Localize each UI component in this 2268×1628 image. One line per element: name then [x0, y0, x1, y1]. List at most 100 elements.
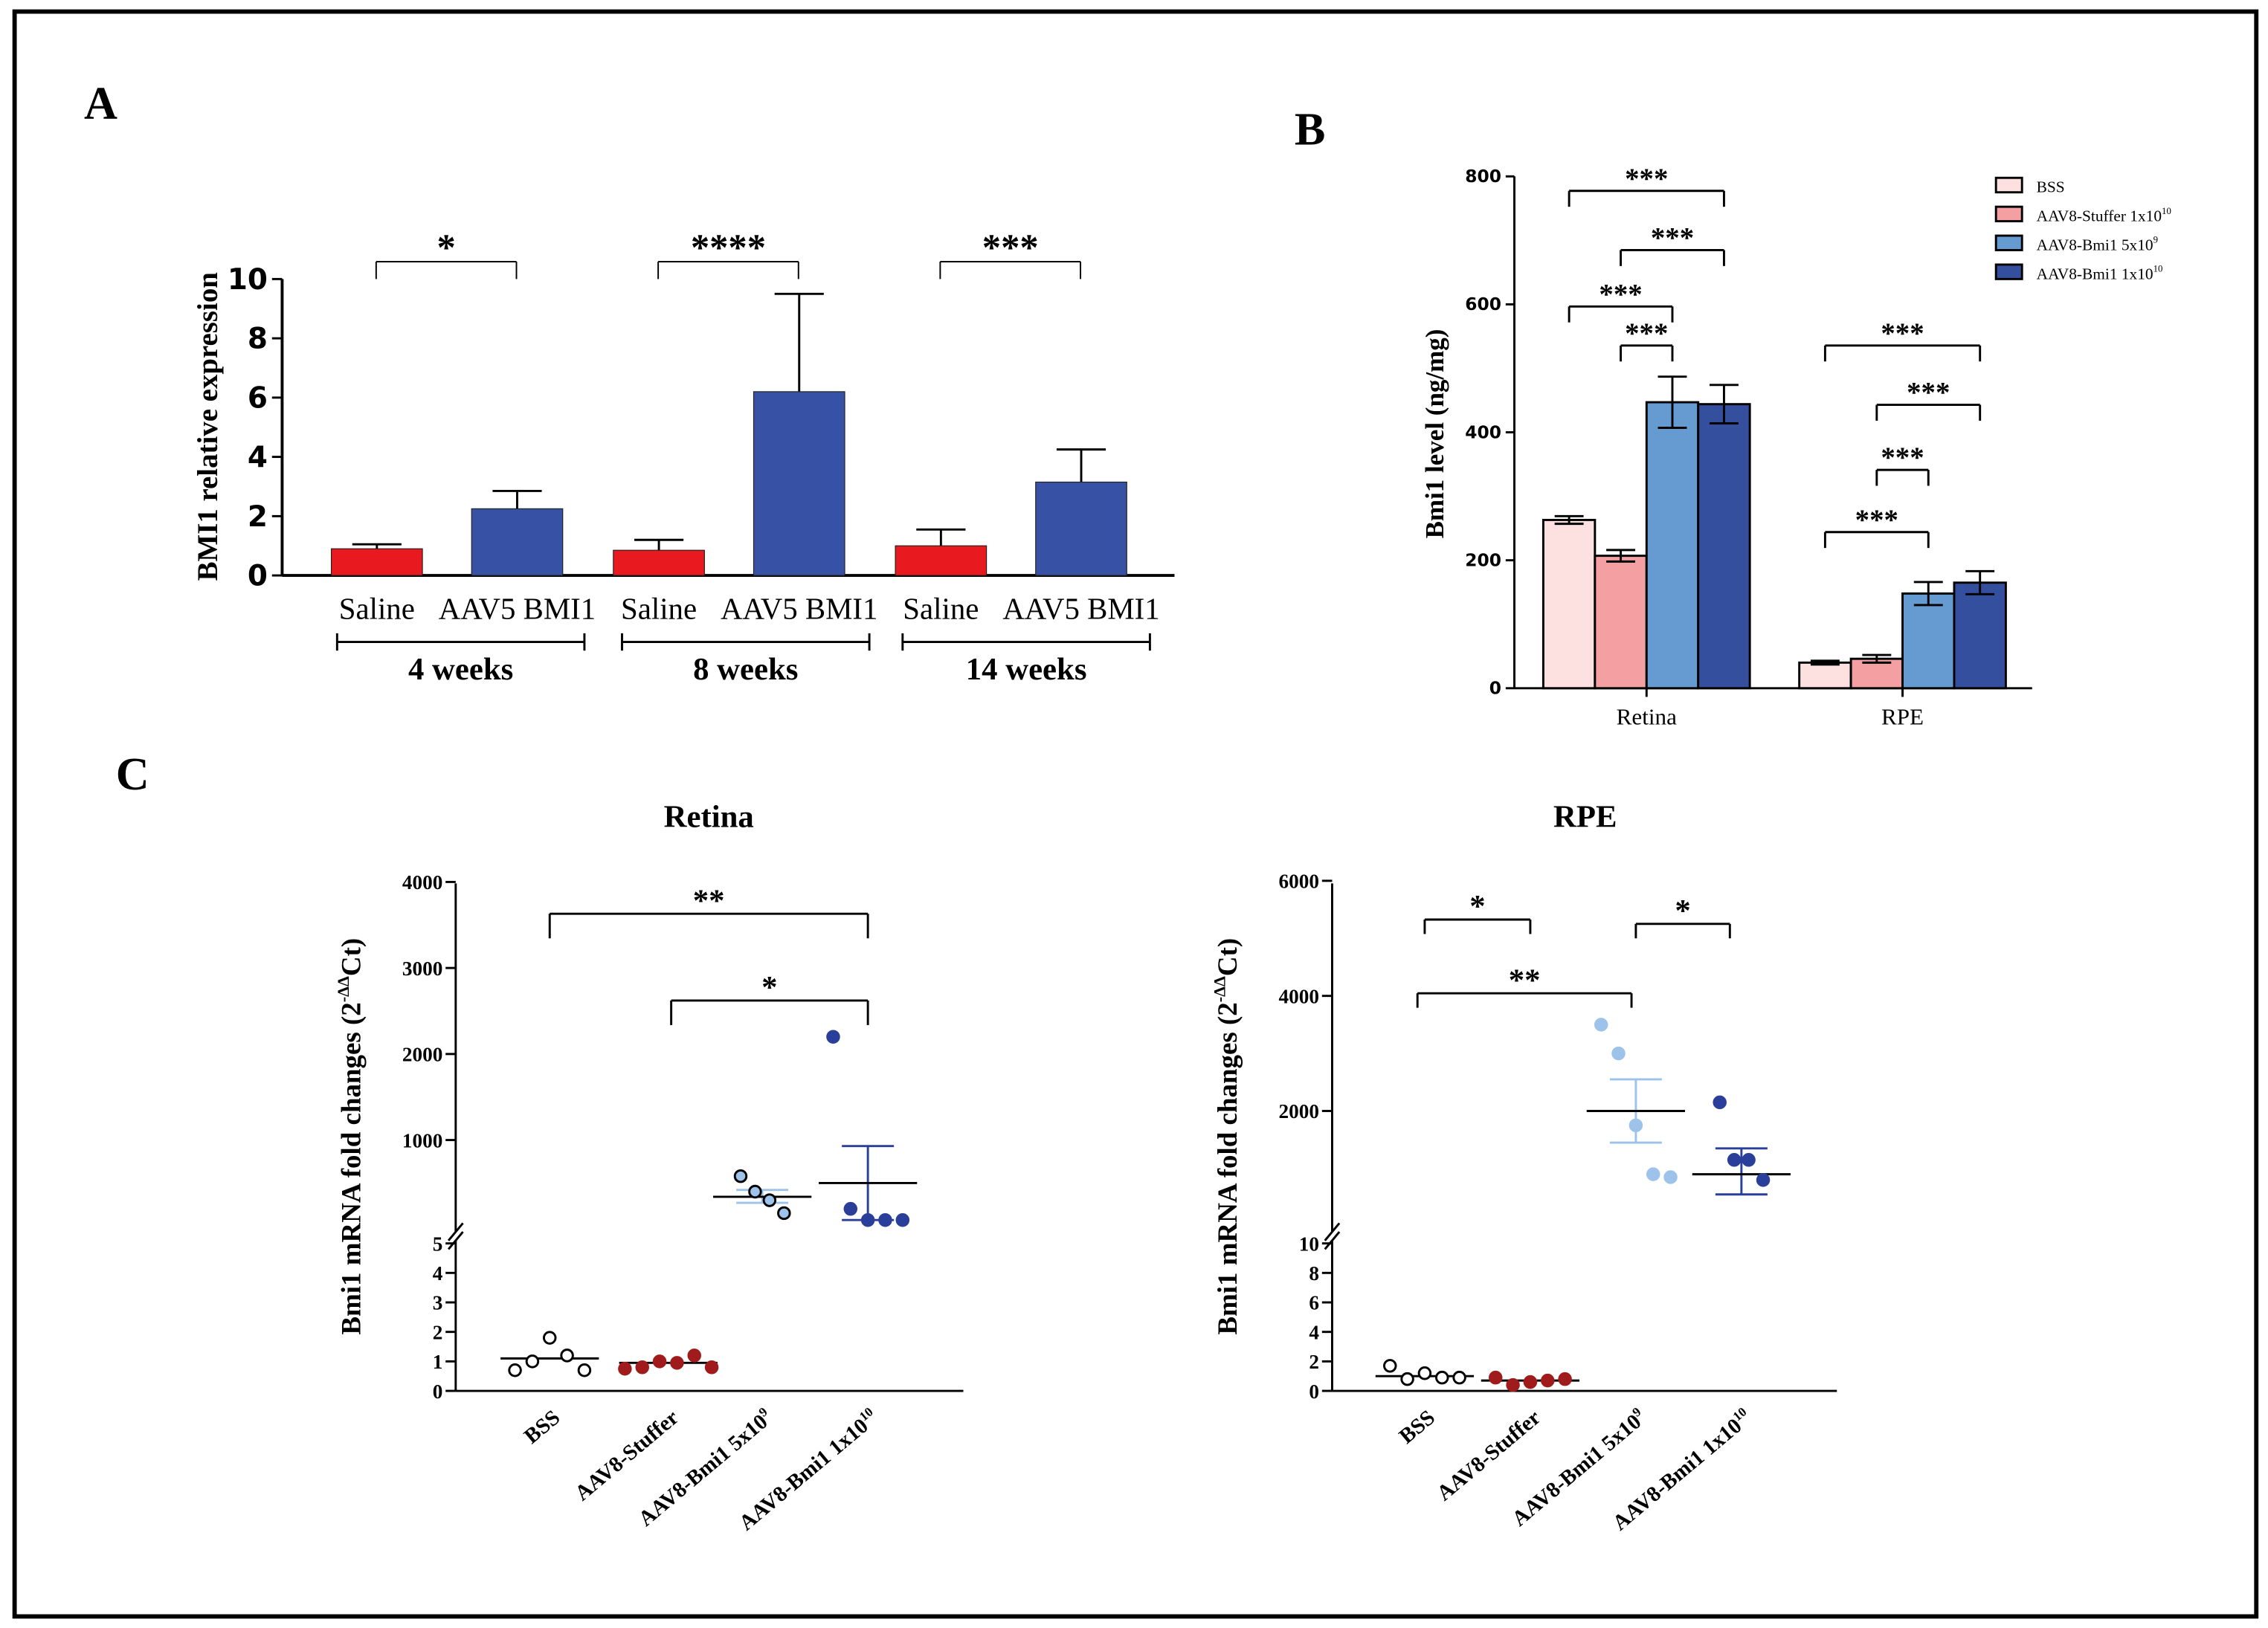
- group-label: 4 weeks: [408, 652, 513, 687]
- data-point: [652, 1354, 667, 1369]
- y-tick-label: 1: [433, 1351, 443, 1373]
- x-tick-label: AAV5 BMI1: [721, 592, 877, 625]
- significance-label: *: [437, 227, 456, 268]
- y-tick-label: 5: [433, 1233, 443, 1255]
- legend-label: AAV8-Stuffer 1x1010: [2037, 206, 2171, 225]
- panel-letter-c: C: [116, 749, 149, 800]
- data-point: [777, 1206, 791, 1221]
- y-tick-label: 6000: [1279, 870, 1319, 893]
- data-point: [1663, 1170, 1678, 1184]
- significance-label: **: [693, 883, 725, 918]
- bar: [1645, 401, 1700, 690]
- data-point: [1523, 1375, 1538, 1389]
- x-tick-label: Retina: [1617, 703, 1677, 729]
- x-tick-label: BSS: [520, 1406, 564, 1449]
- significance-label: ***: [1625, 163, 1668, 195]
- data-point: [1383, 1359, 1397, 1373]
- significance-label: ***: [1625, 317, 1668, 349]
- significance-label: ****: [691, 227, 766, 268]
- data-point: [1558, 1372, 1572, 1386]
- chart-title: RPE: [1553, 800, 1617, 835]
- legend-label: AAV8-Bmi1 5x109: [2037, 235, 2158, 254]
- data-point: [1417, 1366, 1432, 1380]
- bar: [1541, 518, 1597, 690]
- y-axis-label: BMI1 relative expression: [192, 272, 224, 581]
- x-tick-label: RPE: [1881, 703, 1924, 729]
- y-tick-label: 2: [248, 500, 268, 534]
- y-tick-label: 2000: [402, 1044, 442, 1066]
- superscript: 10: [856, 1404, 875, 1424]
- significance-label: **: [1509, 963, 1541, 998]
- superscript: 9: [1629, 1404, 1644, 1420]
- y-tick-label: 0: [1489, 678, 1501, 699]
- significance-label: ***: [982, 227, 1039, 268]
- y-tick-label: 800: [1465, 166, 1501, 187]
- y-tick-label: 6: [248, 381, 268, 415]
- y-tick-label: 3: [433, 1292, 443, 1314]
- x-tick-label: AAV5 BMI1: [439, 592, 596, 625]
- y-tick-label: 4000: [1279, 985, 1319, 1007]
- data-point: [525, 1354, 540, 1369]
- y-tick-label: 200: [1465, 549, 1501, 570]
- bar: [1035, 481, 1127, 576]
- chart-title: Retina: [664, 800, 754, 835]
- legend-label: BSS: [2037, 178, 2065, 196]
- panel-letter-b: B: [1295, 104, 1326, 155]
- data-point: [1541, 1373, 1555, 1388]
- y-tick-label: 2: [1309, 1351, 1319, 1373]
- data-point: [878, 1212, 892, 1227]
- y-axis-label: Bmi1 mRNA fold changes (2-ΔΔCt): [1211, 938, 1244, 1335]
- figure-border: [12, 9, 2259, 1619]
- y-tick-label: 0: [1309, 1380, 1319, 1403]
- y-tick-label: 3000: [402, 957, 442, 980]
- significance-label: ***: [1599, 278, 1642, 310]
- significance-label: *: [1675, 894, 1690, 928]
- data-point: [1435, 1370, 1449, 1385]
- data-point: [1742, 1153, 1756, 1167]
- data-point: [704, 1360, 719, 1375]
- x-tick-label: AAV8-Stuffer: [1432, 1406, 1545, 1506]
- legend-swatch: [1994, 205, 2023, 223]
- bar: [753, 391, 845, 576]
- x-tick-label: AAV5 BMI1: [1002, 592, 1159, 625]
- ylabel-end: Ct): [1212, 938, 1243, 976]
- y-tick-label: 600: [1465, 294, 1501, 314]
- axis-break: [447, 1231, 464, 1250]
- y-tick-label: 6: [1309, 1292, 1319, 1314]
- significance-label: ***: [1855, 504, 1898, 536]
- significance-label: ***: [1881, 442, 1924, 474]
- axis-break: [1324, 1231, 1341, 1250]
- group-label: 14 weeks: [966, 652, 1087, 687]
- data-point: [635, 1360, 649, 1375]
- axis-break: [1324, 1222, 1341, 1241]
- panel-c-rpe-chart: RPE 2000 4000 6000 0 2 4 6 8 10 Bmi1 mRNA fold cha…: [1211, 800, 1837, 1535]
- y-axis-label: Bmi1 mRNA fold changes (2-ΔΔCt): [334, 938, 367, 1335]
- data-point: [860, 1212, 875, 1227]
- significance-label: ***: [1907, 377, 1950, 409]
- data-point: [826, 1030, 840, 1044]
- data-point: [1646, 1167, 1660, 1181]
- ylabel-end: Ct): [335, 938, 367, 976]
- data-point: [843, 1201, 858, 1216]
- bar: [1697, 403, 1751, 690]
- y-tick-label: 10: [228, 263, 268, 297]
- y-tick-label: 1000: [402, 1129, 442, 1151]
- data-point: [1727, 1153, 1742, 1167]
- superscript: -ΔΔ: [334, 976, 352, 1002]
- x-tick-label: BSS: [1395, 1406, 1440, 1449]
- data-point: [1611, 1046, 1626, 1061]
- data-point: [1756, 1173, 1771, 1187]
- y-tick-label: 2000: [1279, 1100, 1319, 1123]
- data-point: [733, 1169, 748, 1183]
- data-point: [748, 1184, 762, 1199]
- bar: [1953, 581, 2007, 690]
- legend-swatch: [1994, 176, 2023, 194]
- panel-c-retina-chart: Retina 1000 2000 3000 4000 0 1 2 3 4 5 Bmi1 mRNA fo…: [334, 800, 964, 1535]
- significance-label: ***: [1881, 317, 1924, 349]
- y-axis-label: Bmi1 level (ng/mg): [1420, 329, 1449, 539]
- data-point: [1488, 1370, 1503, 1385]
- data-point: [670, 1356, 684, 1370]
- data-point: [1400, 1372, 1414, 1386]
- y-tick-label: 0: [433, 1380, 443, 1403]
- data-point: [1628, 1118, 1643, 1133]
